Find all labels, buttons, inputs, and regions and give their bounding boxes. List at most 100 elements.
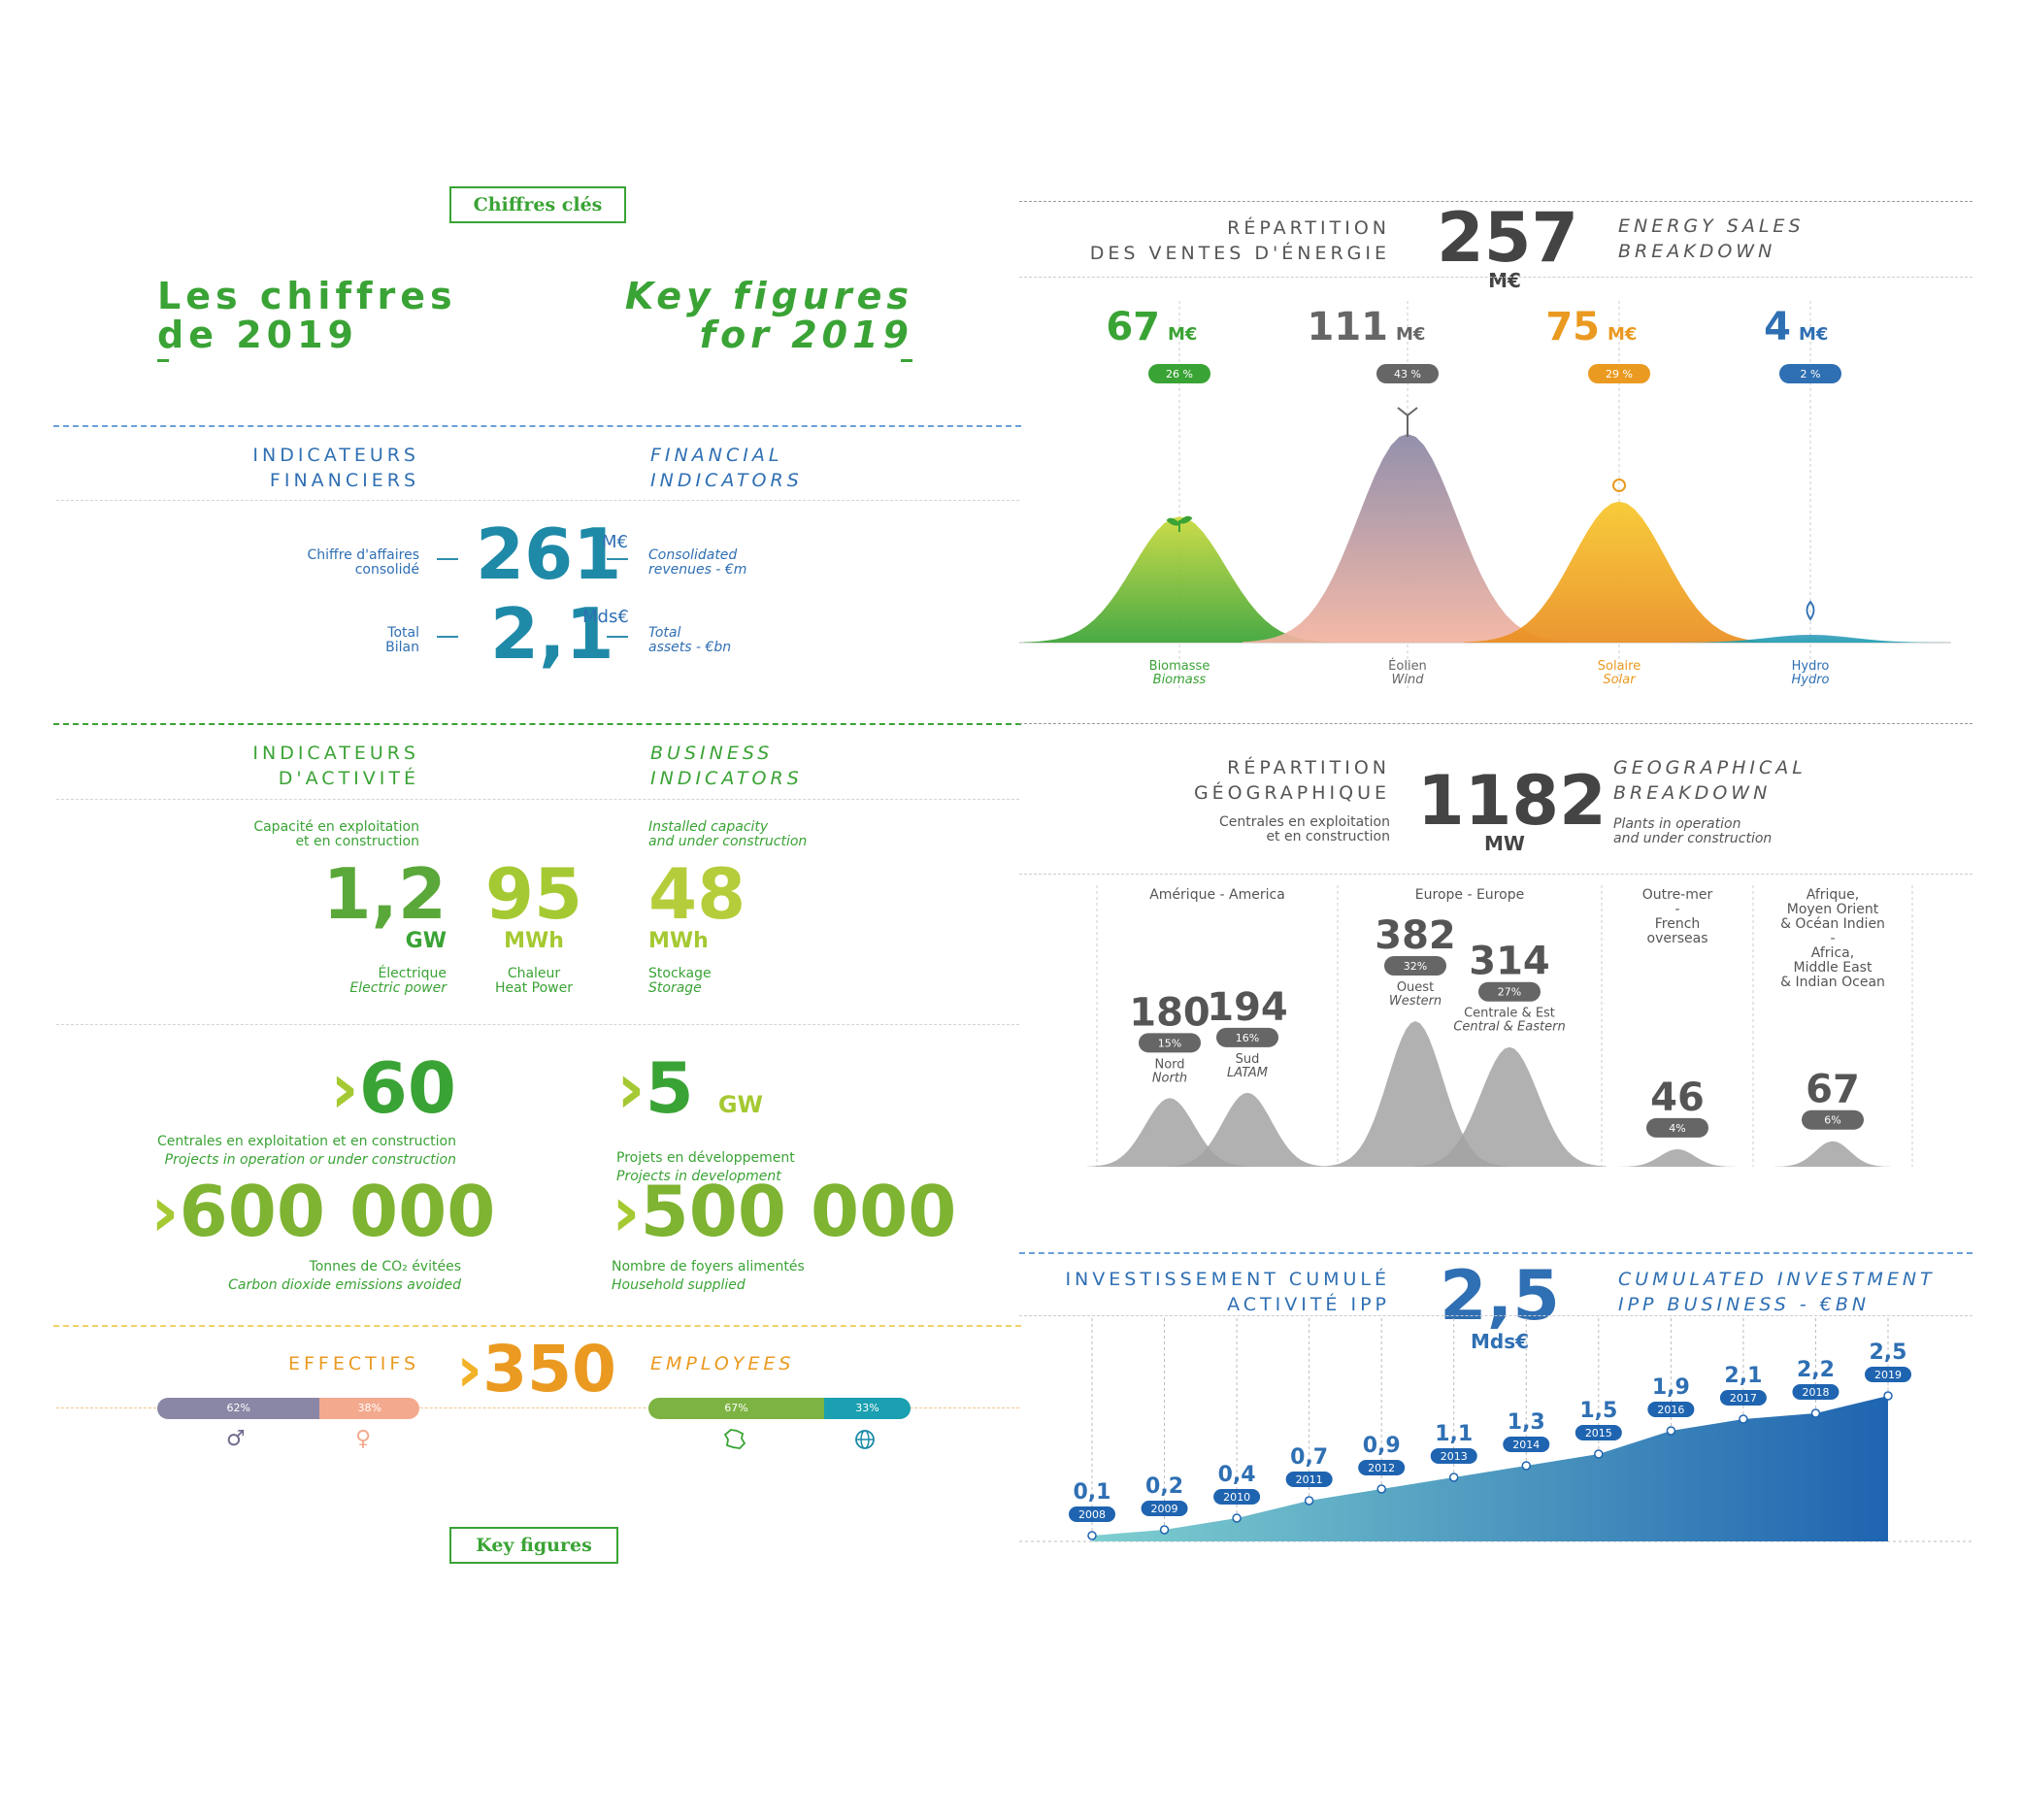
geo-area-5: [1774, 1141, 1891, 1167]
energy-pct-pill-0: [1148, 364, 1210, 383]
invest-year-pill-10: [1792, 1384, 1840, 1400]
capacity-label-en-1: Installed capacity: [648, 819, 769, 835]
invest-point-5: [1448, 1473, 1459, 1482]
geo-name-en-3: Central & Eastern: [1453, 1020, 1565, 1035]
geo-pct-2: 32%: [1404, 960, 1427, 973]
assets-label-fr-2: Bilan: [385, 640, 419, 655]
revenue-dash-left: [437, 558, 458, 560]
invest-year-3: 2011: [1296, 1473, 1323, 1486]
capacity-heat-value: 95: [484, 853, 583, 935]
staff-number: 350: [482, 1332, 616, 1406]
geo-pct-pill-3: [1478, 981, 1541, 1002]
france-map-icon: [723, 1429, 746, 1454]
co2-en: Carbon dioxide emissions avoided: [228, 1277, 461, 1293]
geo-sub-en: Plants in operation and under constructi…: [1613, 817, 1772, 846]
geo-zone-title-0-0: Amérique - America: [1149, 887, 1285, 903]
invest-value-9: 2,1: [1724, 1364, 1762, 1388]
plants-number: 60: [358, 1047, 456, 1129]
divider-energy-top: [1019, 201, 1972, 202]
invest-point-2: [1232, 1513, 1242, 1523]
capacity-storage-en: Storage: [648, 980, 702, 996]
invest-title-en-1: CUMULATED INVESTMENT: [1618, 1269, 1936, 1290]
invest-year-9: 2017: [1730, 1392, 1757, 1405]
geo-title-en-1: GEOGRAPHICAL: [1613, 757, 1807, 778]
geo-name-fr-2: Ouest: [1397, 980, 1434, 995]
plants-value: ›60: [330, 1047, 456, 1129]
geo-title-en-2: BREAKDOWN: [1613, 782, 1772, 804]
capacity-heat-unit: MWh: [504, 929, 564, 953]
business-title-fr: INDICATEURS D'ACTIVITÉ: [194, 741, 419, 791]
capacity-electric-fr: Électrique: [378, 966, 447, 981]
revenue-value: 261: [476, 513, 622, 595]
assets-label-fr: Total Bilan: [320, 626, 419, 655]
plants-en: Projects in operation or under construct…: [164, 1152, 456, 1168]
assets-label-en: Total assets - €bn: [648, 626, 731, 655]
geo-zone-title-3-0: Afrique,: [1807, 887, 1859, 903]
energy-cat-en-3: Hydro: [1791, 673, 1829, 687]
invest-value-5: 1,1: [1435, 1422, 1473, 1446]
invest-title-fr-1: INVESTISSEMENT CUMULÉ: [1065, 1269, 1390, 1290]
energy-unit-1: M€: [1396, 324, 1425, 345]
plants-block: ›60 Centrales en exploitation et en cons…: [155, 1053, 456, 1168]
invest-point-7: [1594, 1449, 1604, 1459]
business-title-en-2: INDICATORS: [650, 768, 803, 789]
invest-point-3: [1304, 1496, 1314, 1506]
invest-value-3: 0,7: [1290, 1445, 1328, 1470]
wind-turbine-icon: [1397, 407, 1418, 437]
divider-financial-sub: [56, 500, 1019, 501]
assets-unit: Mds€: [582, 607, 629, 627]
invest-year-pill-6: [1503, 1437, 1550, 1452]
homes-fr: Nombre de foyers alimentés: [612, 1259, 805, 1274]
business-title-fr-2: D'ACTIVITÉ: [278, 768, 419, 789]
staff-value: ›350: [456, 1332, 616, 1406]
invest-title-en: CUMULATED INVESTMENT IPP BUSINESS - €bn: [1618, 1267, 1936, 1317]
assets-dash-left: [437, 636, 458, 638]
geo-sub-fr-1: Centrales en exploitation: [1218, 814, 1390, 830]
capacity-label-fr-1: Capacité en exploitation: [253, 819, 419, 835]
geo-area-1: [1165, 1092, 1330, 1167]
geo-pct-pill-5: [1802, 1109, 1864, 1130]
invest-value-4: 0,9: [1363, 1434, 1401, 1458]
capacity-electric-en: Electric power: [349, 980, 447, 996]
financial-title-en-2: INDICATORS: [650, 470, 803, 491]
co2-fr: Tonnes de CO₂ évitées: [309, 1259, 461, 1274]
energy-value-0: 67: [1106, 305, 1160, 349]
invest-year-6: 2014: [1512, 1439, 1540, 1451]
divider-invest-sub: [1019, 1315, 1972, 1316]
invest-value-8: 1,9: [1652, 1375, 1690, 1400]
assets-label-en-1: Total: [648, 625, 681, 641]
staff-en: EMPLOYEES: [650, 1353, 795, 1374]
invest-year-11: 2019: [1874, 1369, 1902, 1381]
geo-pct-4: 4%: [1669, 1122, 1685, 1135]
geo-zone-title-2-1: -: [1674, 902, 1679, 917]
title-en-line1: Key figures: [624, 275, 913, 317]
capacity-label-en: Installed capacity and under constructio…: [648, 820, 807, 849]
projects-block: ›5 GW Projets en développement Projects …: [616, 1053, 966, 1184]
title-fr: Les chiffres de 2019: [157, 277, 457, 354]
revenue-label-en: Consolidated revenues - €m: [648, 548, 746, 578]
invest-year-8: 2016: [1657, 1404, 1684, 1416]
geo-name-fr-3: Centrale & Est: [1464, 1007, 1555, 1021]
invest-point-4: [1376, 1484, 1386, 1494]
geo-name-en-2: Western: [1389, 994, 1442, 1009]
assets-label-en-2: assets - €bn: [648, 640, 732, 655]
tag-chiffres-cles: Chiffres clés: [449, 186, 626, 223]
geo-zone-title-3-1: Moyen Orient: [1787, 902, 1879, 917]
invest-title-en-2: IPP BUSINESS - €bn: [1618, 1294, 1871, 1315]
geo-zone-title-2-0: Outre-mer: [1642, 887, 1713, 903]
geo-zone-title-3-2: & Océan Indien: [1780, 916, 1885, 932]
financial-title-en: FINANCIAL INDICATORS: [650, 443, 803, 493]
geo-zone-title-1-0: Europe - Europe: [1415, 887, 1524, 903]
geo-name-en-0: North: [1152, 1071, 1187, 1085]
capacity-electric-value: 1,2: [322, 853, 447, 935]
geo-sub-en-2: and under construction: [1613, 831, 1773, 846]
geo-zone-title-3-5: Middle East: [1794, 960, 1873, 976]
energy-pct-1: 43 %: [1394, 368, 1421, 381]
divider-business-2: [56, 1024, 1019, 1025]
capacity-label-fr-2: et en construction: [295, 834, 419, 849]
geo-zone-title-2-2: French: [1655, 916, 1701, 932]
invest-point-6: [1521, 1461, 1532, 1471]
business-title-en-1: BUSINESS: [650, 743, 774, 764]
financial-title-fr: INDICATEURS FINANCIERS: [194, 443, 419, 493]
energy-title-en: ENERGY SALES BREAKDOWN: [1618, 214, 1805, 264]
